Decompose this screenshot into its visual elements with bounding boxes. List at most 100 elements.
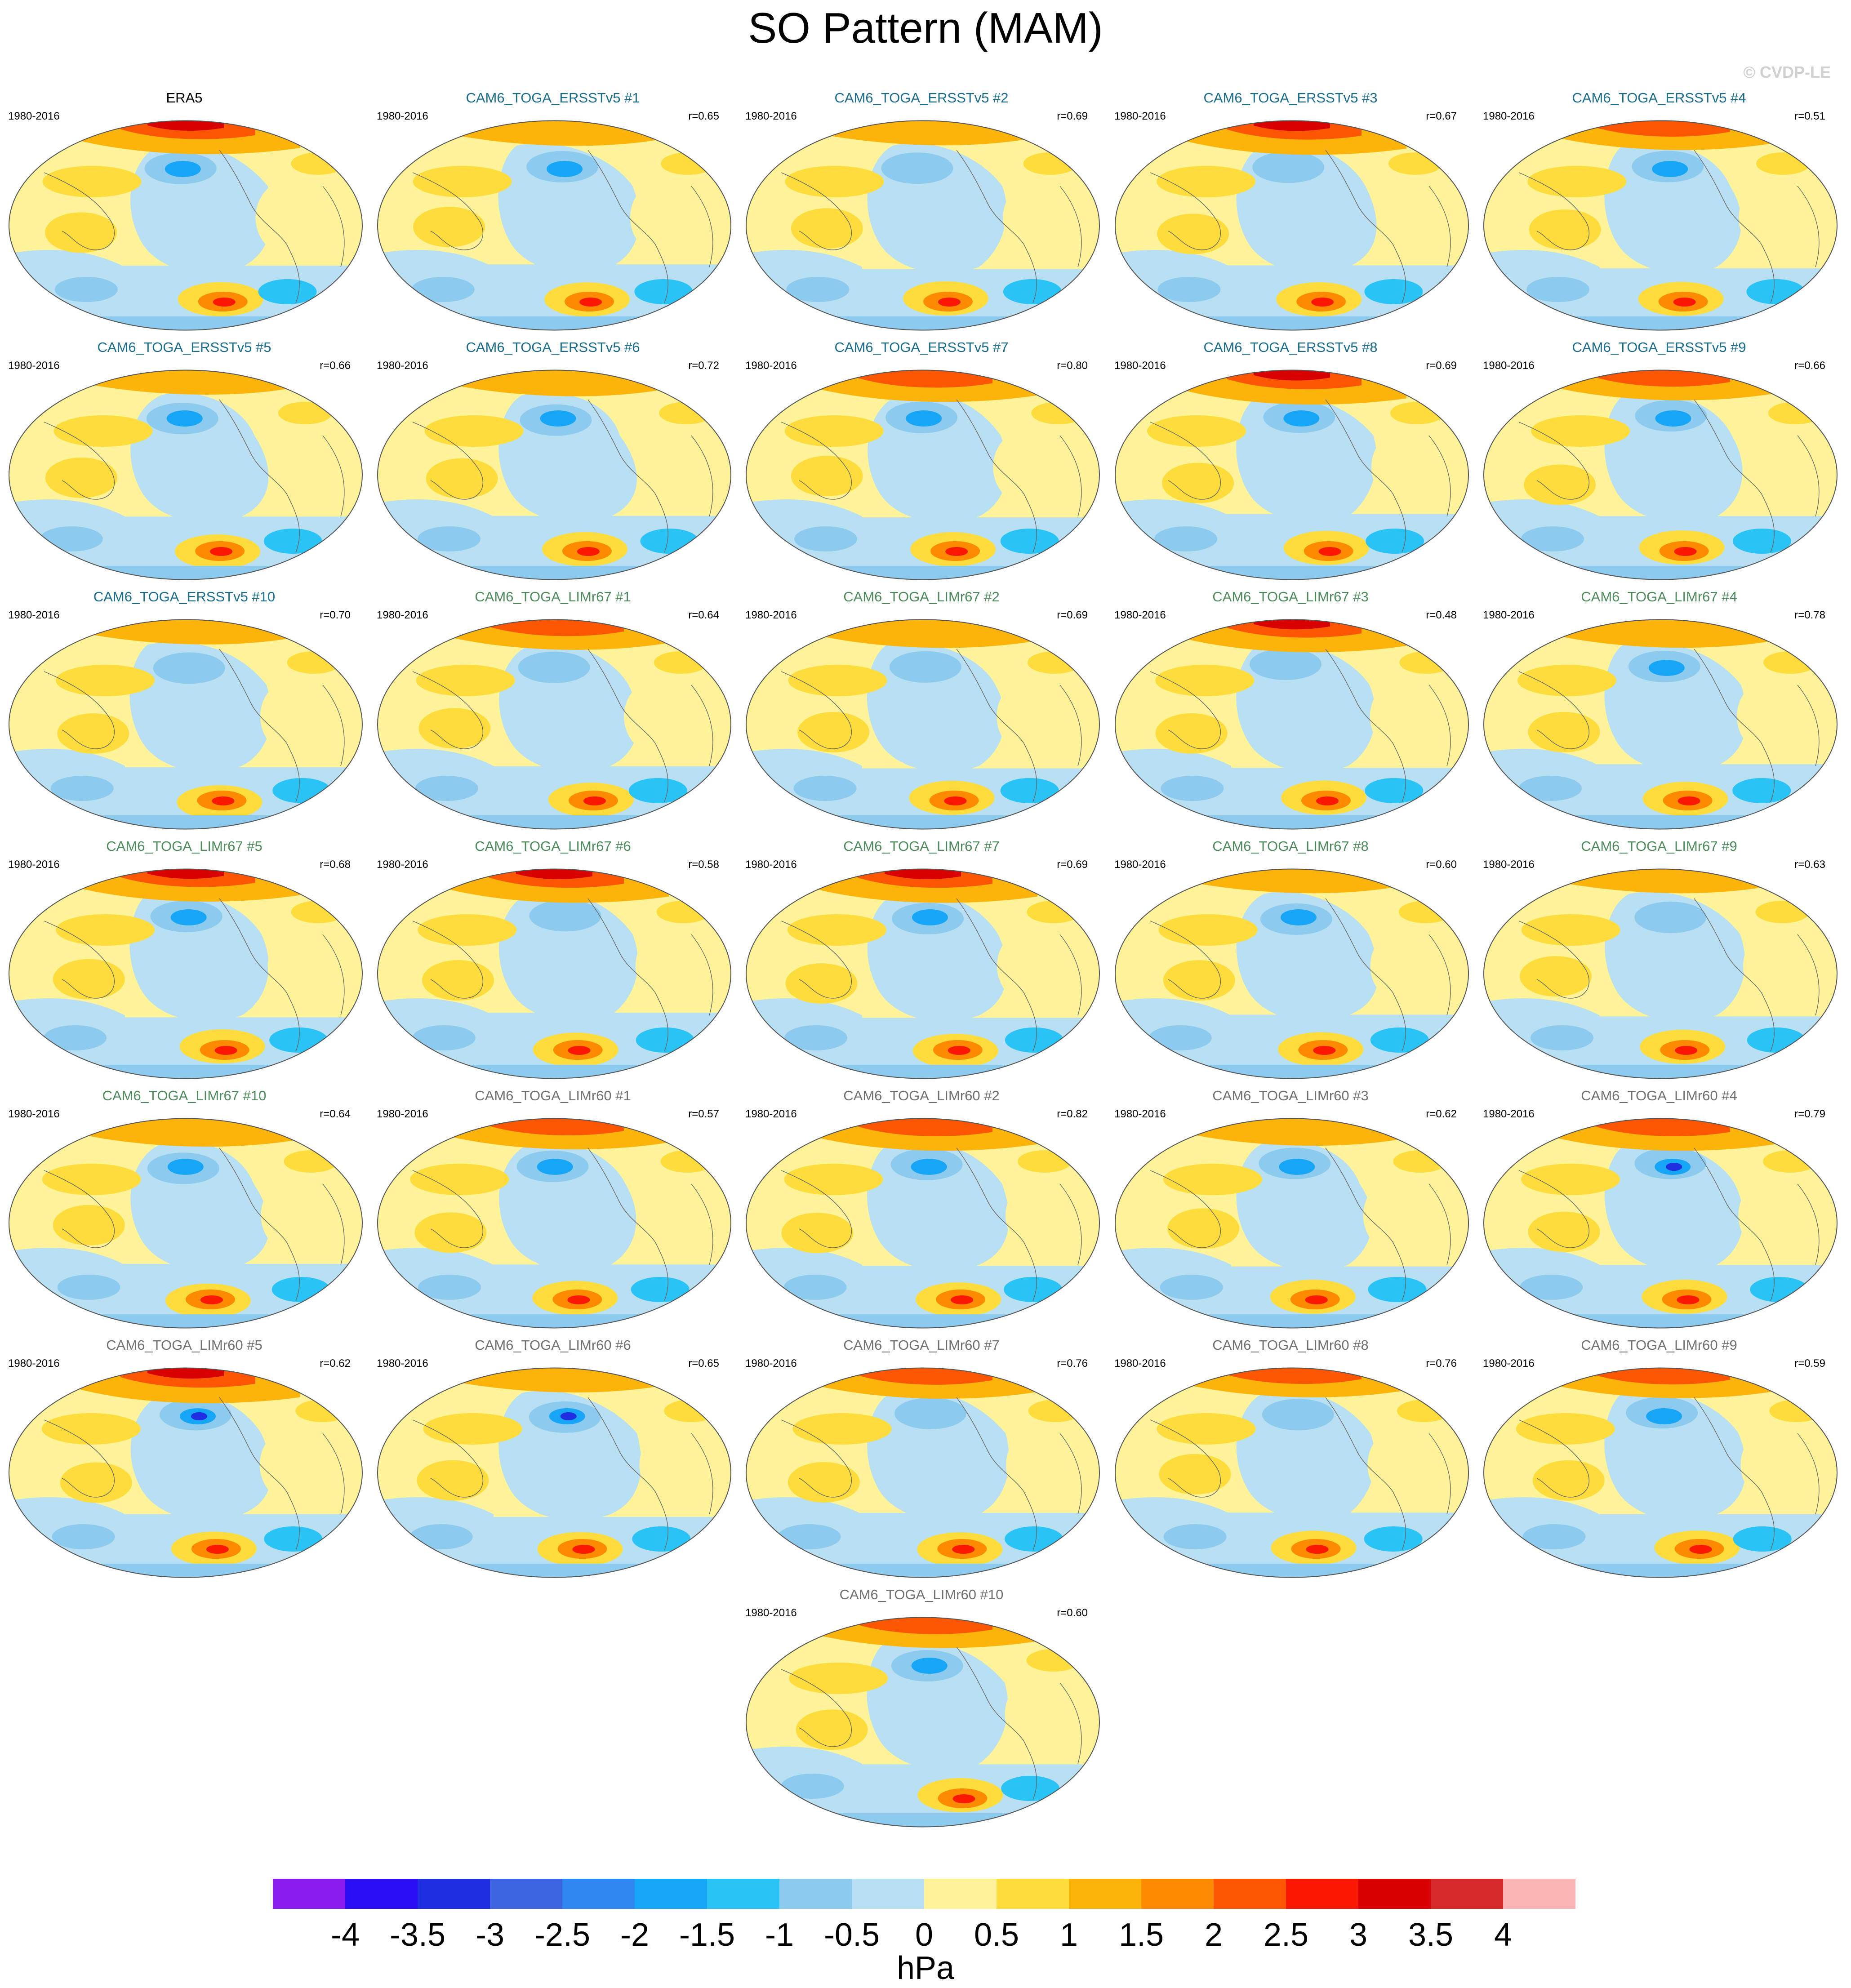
world-map	[1483, 619, 1838, 830]
maritime-positive-region	[781, 1213, 854, 1254]
panel-title: CAM6_TOGA_LIMr67 #3	[1212, 589, 1369, 605]
world-map	[746, 1617, 1100, 1828]
world-map	[746, 369, 1100, 580]
pacific-negative-region	[499, 891, 638, 1022]
asia-positive-region	[410, 1164, 509, 1195]
chart-title: SO Pattern (MAM)	[748, 4, 1103, 52]
asia-positive-region	[416, 665, 515, 696]
coastline-north-america	[219, 649, 300, 802]
maritime-positive-region	[60, 1462, 132, 1503]
maritime-positive-region	[1157, 213, 1229, 254]
north-atlantic-positive	[654, 651, 708, 674]
colorbar-tick-label: -1	[765, 1917, 794, 1953]
coastline-asia-australia	[1150, 422, 1221, 500]
map-panel: CAM6_TOGA_LIMr67 #10 1980-2016 r=0.64	[0, 1088, 369, 1337]
panel-title: CAM6_TOGA_LIMr67 #8	[1212, 838, 1369, 854]
panel-title: CAM6_TOGA_LIMr60 #5	[106, 1337, 263, 1353]
asia-positive-region	[1155, 665, 1255, 696]
maritime-positive-region	[797, 712, 870, 753]
americas-positive-region	[259, 1424, 341, 1505]
americas-positive-region	[1005, 1674, 1086, 1755]
americas-positive-region	[1370, 676, 1451, 757]
coastline-asia-australia	[1150, 1419, 1221, 1498]
maritime-positive-region	[1528, 1211, 1600, 1252]
map-border	[746, 619, 1100, 830]
southern-low-east	[1001, 1776, 1060, 1801]
world-map	[1115, 868, 1469, 1079]
colorbar-tick-label: -3	[476, 1917, 504, 1953]
panel-correlation: r=0.82	[1057, 1108, 1088, 1120]
coastline-asia-australia	[412, 1419, 483, 1498]
coastline-north-america	[956, 150, 1037, 303]
maritime-positive-region	[414, 1212, 487, 1253]
maritime-positive-region	[53, 1205, 125, 1245]
colorbar-swatch	[273, 1879, 345, 1909]
maritime-positive-region	[422, 960, 494, 1001]
world-map	[377, 619, 731, 830]
coastline-africa	[322, 934, 345, 1016]
panel-title: CAM6_TOGA_LIMr67 #5	[106, 838, 263, 854]
map-panel: CAM6_TOGA_LIMr67 #4 1980-2016 r=0.78	[1475, 589, 1843, 838]
coastline-asia-australia	[412, 921, 483, 999]
north-pacific-low-center	[560, 1412, 577, 1420]
south-pacific-high-center	[1673, 298, 1696, 307]
asia-positive-region	[1531, 415, 1630, 447]
map-panel: CAM6_TOGA_LIMr60 #8 1980-2016 r=0.76	[1106, 1337, 1475, 1587]
panel-period: 1980-2016	[8, 609, 60, 621]
map-border	[1483, 120, 1838, 331]
coastline-africa	[322, 1183, 345, 1265]
coastline-north-america	[587, 1147, 668, 1301]
coastline-africa	[1428, 685, 1451, 766]
colorbar-swatch	[490, 1879, 562, 1909]
panel-period: 1980-2016	[745, 609, 797, 621]
south-pacific-high-center	[1674, 547, 1697, 556]
map-border	[1115, 1118, 1469, 1329]
southern-low-west	[52, 1524, 115, 1549]
map-panel: CAM6_TOGA_LIMr60 #9 1980-2016 r=0.59	[1475, 1337, 1843, 1587]
arctic-strong-positive	[858, 1368, 992, 1385]
north-pacific-low-core	[166, 410, 203, 427]
map-panel-grid: ERA5 1980-2016 CAM6_TOGA_ERSSTv5 #1 1980-20…	[0, 90, 1843, 1828]
north-pacific-low	[894, 1397, 966, 1429]
south-pacific-high-center	[206, 1545, 229, 1554]
maritime-positive-region	[785, 963, 858, 1004]
panel-title: CAM6_TOGA_LIMr67 #9	[1581, 838, 1737, 854]
coastline-africa	[1428, 1183, 1451, 1265]
panel-title: CAM6_TOGA_ERSSTv5 #3	[1203, 90, 1378, 106]
southern-low-east	[632, 1526, 691, 1552]
coastline-africa	[691, 934, 713, 1016]
map-panel: CAM6_TOGA_ERSSTv5 #3 1980-2016 r=0.67	[1106, 90, 1475, 339]
panel-correlation: r=0.60	[1057, 1607, 1088, 1619]
americas-positive-region	[639, 1424, 721, 1505]
north-pacific-low-core	[167, 1159, 204, 1175]
map-border	[9, 369, 363, 580]
panel-correlation: r=0.63	[1794, 858, 1825, 871]
southern-low-west	[1163, 1524, 1227, 1549]
asia-positive-region	[784, 415, 884, 447]
southern-low-west	[409, 1524, 473, 1549]
south-pacific-high-center	[568, 1046, 591, 1055]
north-pacific-low-center	[191, 1412, 208, 1420]
panel-period: 1980-2016	[745, 1108, 797, 1120]
southern-low-east	[1732, 778, 1791, 803]
map-panel: CAM6_TOGA_LIMr60 #2 1980-2016 r=0.82	[737, 1088, 1106, 1337]
coastline-north-america	[219, 1397, 300, 1551]
coastline-africa	[691, 1183, 713, 1265]
southern-low-west	[57, 1275, 120, 1300]
north-atlantic-positive	[660, 152, 715, 175]
colorbar-tick-label: 1.5	[1119, 1917, 1164, 1953]
map-panel: CAM6_TOGA_ERSSTv5 #2 1980-2016 r=0.69	[737, 90, 1106, 339]
coastline-asia-australia	[1518, 1170, 1589, 1248]
southern-low-east	[628, 778, 687, 803]
coastline-north-america	[1694, 1397, 1775, 1551]
coastline-north-america	[1694, 399, 1775, 553]
southern-low-east	[264, 1526, 323, 1552]
north-pacific-low-core	[1283, 410, 1320, 427]
southern-low-east	[640, 529, 699, 554]
southern-low-west	[781, 1774, 844, 1799]
coastline-asia-australia	[412, 172, 483, 250]
north-pacific-low	[1250, 649, 1322, 680]
panel-correlation: r=0.62	[320, 1357, 351, 1370]
panel-title: CAM6_TOGA_ERSSTv5 #1	[466, 90, 640, 106]
panel-period: 1980-2016	[745, 1357, 797, 1370]
